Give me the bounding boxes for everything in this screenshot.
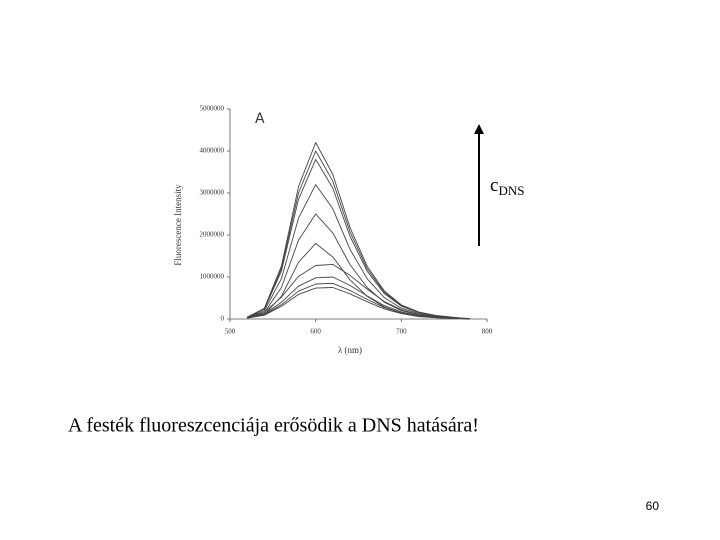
y-tick-label: 2000000 [200,231,225,239]
spectrum-line [247,287,470,320]
y-axis-label: Fluorescence Intensity [173,184,183,266]
y-tick-label: 4000000 [200,147,225,155]
arrow-label: cDNS [490,175,524,198]
x-tick-label: 600 [310,328,321,336]
page-number: 60 [646,499,660,513]
x-tick-label: 500 [225,328,236,336]
y-tick-label: 0 [221,315,225,323]
spectrum-line [246,150,470,320]
x-tick-label: 700 [396,328,407,336]
spectrum-line [246,142,470,320]
x-tick-label: 800 [482,328,493,336]
caption: A festék fluoreszcenciája erősödik a DNS… [68,415,479,437]
y-tick-label: 5000000 [200,105,225,113]
arrow-label-base: c [490,175,498,196]
arrow-label-subscript: DNS [498,183,524,198]
x-axis-label: λ (nm) [338,345,362,355]
panel-label: A [255,111,265,127]
spectrum-line [246,263,470,319]
y-tick-label: 3000000 [200,189,225,197]
y-tick-label: 1000000 [200,273,225,281]
arrow-head [474,124,484,134]
spectrum-line [246,184,470,320]
spectrum-line [246,158,470,320]
